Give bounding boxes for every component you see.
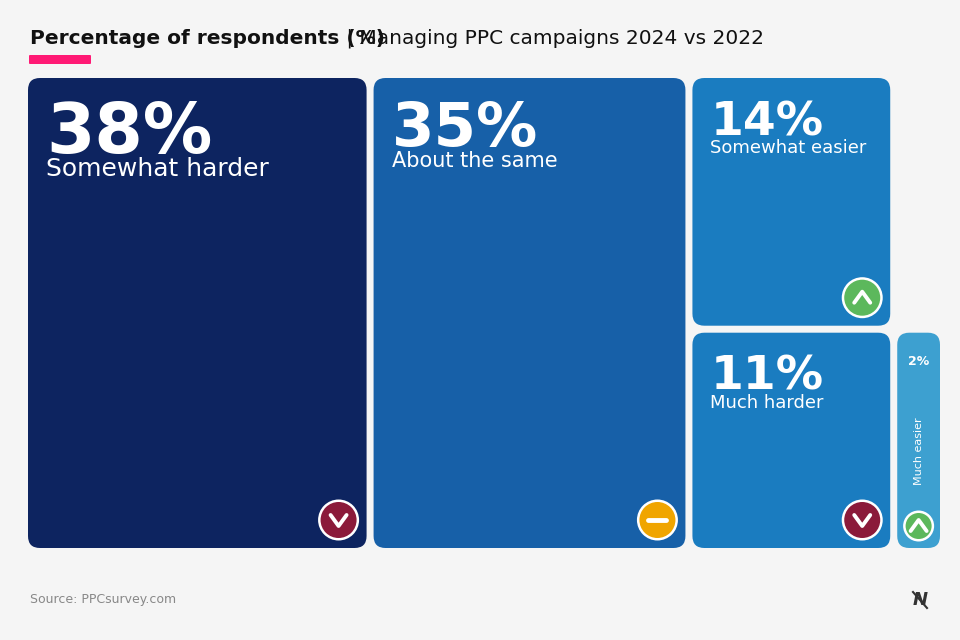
FancyBboxPatch shape [692, 78, 890, 326]
FancyBboxPatch shape [692, 333, 890, 548]
Text: 38%: 38% [46, 100, 212, 167]
Circle shape [318, 499, 359, 541]
FancyBboxPatch shape [898, 333, 940, 548]
Circle shape [844, 280, 880, 316]
Text: Somewhat easier: Somewhat easier [710, 139, 867, 157]
Text: | Managing PPC campaigns 2024 vs 2022: | Managing PPC campaigns 2024 vs 2022 [340, 28, 764, 48]
Circle shape [842, 277, 883, 318]
Text: About the same: About the same [392, 150, 557, 171]
Text: Somewhat harder: Somewhat harder [46, 157, 269, 182]
Text: 2%: 2% [908, 355, 929, 368]
FancyBboxPatch shape [29, 55, 91, 64]
Text: Much harder: Much harder [710, 394, 824, 412]
Circle shape [636, 499, 678, 541]
Circle shape [321, 502, 356, 538]
Text: 11%: 11% [710, 355, 824, 400]
Text: 14%: 14% [710, 100, 824, 145]
Circle shape [842, 499, 883, 541]
Text: Percentage of respondents (%): Percentage of respondents (%) [30, 29, 385, 47]
Circle shape [844, 502, 880, 538]
Text: 35%: 35% [392, 100, 538, 159]
Text: Source: PPCsurvey.com: Source: PPCsurvey.com [30, 593, 176, 607]
Text: N: N [912, 591, 927, 609]
FancyBboxPatch shape [373, 78, 685, 548]
Circle shape [639, 502, 676, 538]
Circle shape [905, 513, 931, 539]
FancyBboxPatch shape [28, 78, 367, 548]
Circle shape [903, 511, 934, 541]
Text: Much easier: Much easier [914, 417, 924, 485]
